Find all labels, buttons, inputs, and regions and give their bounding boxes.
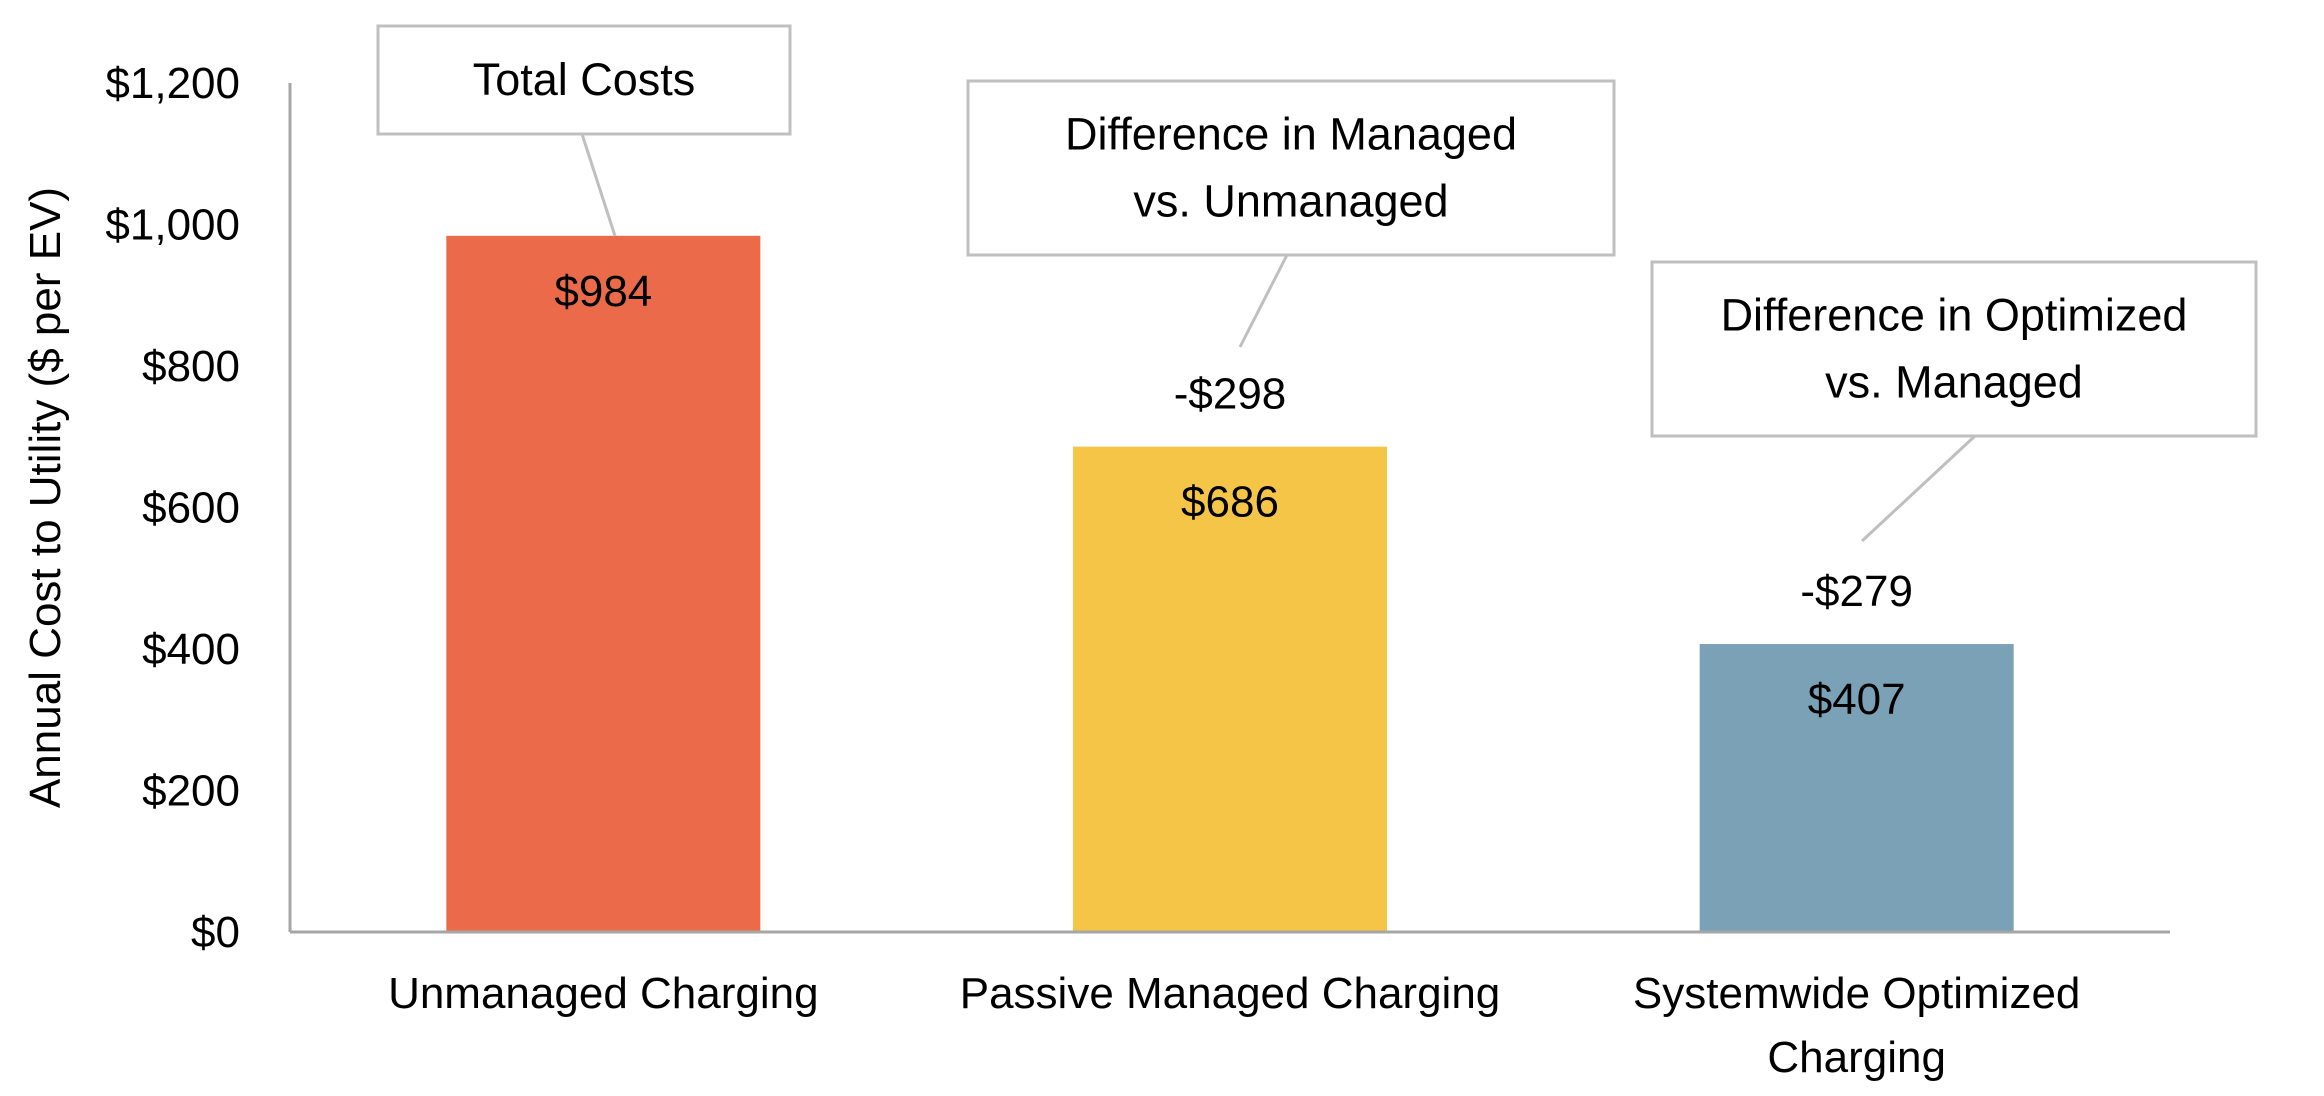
callout-leader-line [1860, 434, 1977, 543]
y-tick-label: $0 [191, 908, 240, 957]
y-tick-label: $200 [142, 767, 240, 816]
callout-text: Total Costs [473, 54, 696, 105]
bar-value-label: $686 [1181, 478, 1279, 527]
y-tick-label: $800 [142, 342, 240, 391]
x-category-label: Passive Managed Charging [960, 969, 1501, 1018]
callout-leader-line [1238, 254, 1289, 348]
bar [1073, 446, 1387, 932]
callout-text: vs. Managed [1825, 357, 2083, 408]
x-axis-category-labels: Unmanaged Charging Passive Managed Chargi… [388, 969, 2080, 1082]
callout-text: Difference in Optimized [1721, 290, 2188, 341]
bar [446, 235, 761, 932]
callout-box [966, 79, 1616, 257]
axes [288, 83, 2170, 934]
y-axis-ticks: $0 $200 $400 $600 $800 $1,000 $1,200 [105, 59, 240, 957]
bar [1699, 644, 2014, 932]
y-axis-title: Annual Cost to Utility ($ per EV) [21, 187, 70, 808]
difference-label: -$279 [1800, 567, 1913, 616]
difference-labels: -$298 -$279 [1174, 370, 1913, 616]
callouts: Total Costs Difference in Managed vs. Unma… [376, 24, 2258, 543]
x-category-label: Charging [1767, 1033, 1946, 1082]
y-tick-label: $400 [142, 625, 240, 674]
y-tick-label: $600 [142, 484, 240, 533]
x-category-label: Unmanaged Charging [388, 969, 819, 1018]
bar-value-label: $407 [1808, 675, 1906, 724]
value-labels: $984 $686 $407 [554, 267, 1905, 724]
difference-label: -$298 [1174, 370, 1287, 419]
callout-box [1650, 260, 2258, 438]
y-axis-title-group: Annual Cost to Utility ($ per EV) [21, 187, 70, 808]
bar-value-label: $984 [554, 267, 652, 316]
y-tick-label: $1,000 [105, 201, 240, 250]
callout-leader-line [580, 133, 617, 237]
bars [446, 235, 2014, 932]
y-tick-label: $1,200 [105, 59, 240, 108]
callout-box [376, 24, 792, 136]
callout-text: vs. Unmanaged [1133, 176, 1448, 227]
callout-text: Difference in Managed [1065, 109, 1517, 160]
x-category-label: Systemwide Optimized [1633, 969, 2080, 1018]
